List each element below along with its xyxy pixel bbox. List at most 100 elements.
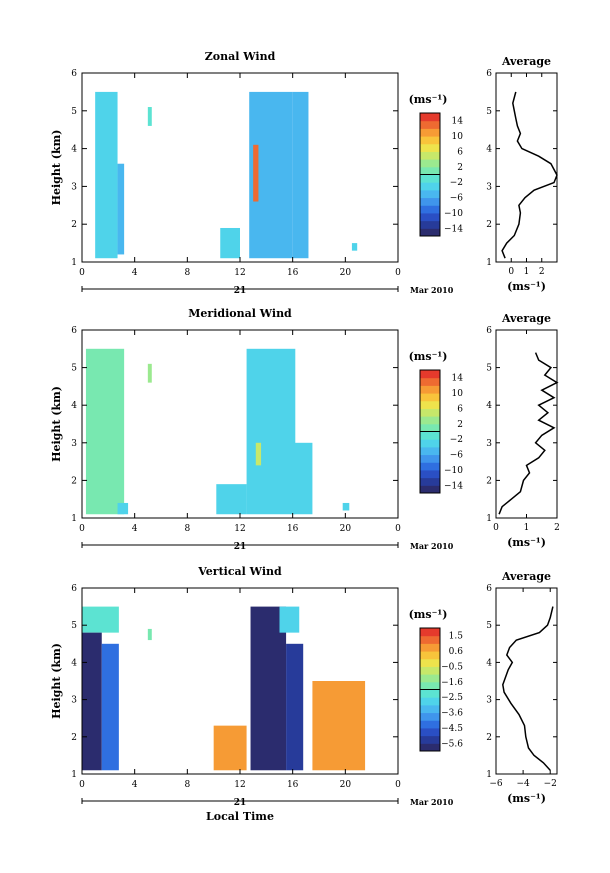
x-tick-label: 0: [79, 524, 85, 534]
colorbar-segment: [420, 628, 440, 637]
avg-x-tick-label: −6: [489, 779, 503, 789]
avg-y-tick-label: 6: [486, 326, 492, 336]
heatmap-cell: [216, 484, 247, 515]
y-tick-label: 4: [71, 145, 77, 155]
avg-y-tick-label: 6: [486, 584, 492, 594]
colorbar-tick-label: −0.5: [441, 662, 463, 672]
colorbar-tick-label: −6: [450, 194, 464, 204]
avg-y-tick-label: 1: [486, 514, 492, 524]
colorbar-segment: [420, 735, 440, 744]
avg-profile-line: [502, 606, 554, 771]
month-label: Mar 2010: [410, 285, 454, 295]
avg-frame: [495, 72, 558, 263]
heatmap-cell: [117, 502, 129, 515]
heatmap-cell: [95, 91, 118, 259]
colorbar-tick-label: 2: [457, 420, 463, 430]
avg-y-tick-label: 2: [486, 733, 492, 743]
colorbar-segment: [420, 220, 440, 229]
avg-y-tick-label: 4: [486, 145, 492, 155]
colorbar-tick-label: −1.6: [441, 678, 463, 688]
avg-x-label: (ms⁻¹): [507, 792, 546, 805]
colorbar-segment: [420, 393, 440, 402]
y-tick-label: 2: [71, 476, 77, 486]
x-tick-label: 8: [184, 268, 190, 278]
colorbar-segment: [420, 697, 440, 706]
x-tick-label: 8: [184, 780, 190, 790]
colorbar-tick-label: −10: [444, 466, 463, 476]
x-tick-label: 0: [79, 780, 85, 790]
x-tick-label: 20: [340, 780, 352, 790]
colorbar-segment: [420, 469, 440, 479]
colorbar-segment: [420, 720, 440, 729]
month-label: Mar 2010: [410, 541, 454, 551]
y-tick-label: 3: [71, 182, 77, 192]
colorbar-segment: [420, 113, 440, 122]
avg-title: Average: [501, 55, 551, 68]
colorbar-segment: [420, 205, 440, 214]
colorbar-unit: (ms⁻¹): [409, 608, 448, 621]
colorbar-segment: [420, 182, 440, 191]
y-tick-label: 4: [71, 658, 77, 668]
colorbar-segment: [420, 370, 440, 379]
heatmap-cell: [246, 348, 296, 515]
y-tick-label: 5: [71, 621, 77, 631]
y-tick-label: 1: [71, 770, 77, 780]
y-axis-label: Height (km): [50, 130, 63, 206]
heatmap-cell: [342, 502, 350, 511]
avg-profile-line: [498, 352, 559, 515]
heatmap-cell: [213, 725, 247, 771]
month-label: Mar 2010: [410, 797, 454, 807]
colorbar-tick-label: −5.6: [441, 739, 463, 749]
colorbar-tick-label: 6: [457, 147, 463, 157]
colorbar-segment: [420, 416, 440, 425]
colorbar-tick-label: 1.5: [449, 632, 464, 642]
colorbar-segment: [420, 212, 440, 222]
heatmap-cell: [147, 107, 152, 126]
x-tick-label: 16: [287, 524, 299, 534]
heatmap-cell: [101, 643, 119, 771]
colorbar-tick-label: −10: [444, 209, 463, 219]
avg-frame: [495, 587, 558, 775]
avg-y-tick-label: 1: [486, 770, 492, 780]
x-tick-label: 0: [395, 524, 401, 534]
colorbar-segment: [420, 643, 440, 652]
colorbar-tick-label: −4.5: [441, 724, 463, 734]
colorbar-segment: [420, 446, 440, 456]
x-tick-label: 20: [340, 524, 352, 534]
avg-x-tick-label: −4: [516, 779, 530, 789]
colorbar-tick-label: −6: [450, 451, 464, 461]
avg-y-tick-label: 4: [486, 401, 492, 411]
colorbar-tick-label: 6: [457, 404, 463, 414]
day-label: 21: [234, 542, 247, 552]
colorbar-segment: [420, 635, 440, 644]
panel-title: Zonal Wind: [205, 50, 276, 63]
colorbar-segment: [420, 462, 440, 471]
y-tick-label: 3: [71, 439, 77, 449]
x-tick-label: 4: [132, 780, 138, 790]
y-tick-label: 5: [71, 107, 77, 117]
colorbar-tick-label: −3.6: [441, 709, 463, 719]
avg-x-tick-label: 1: [524, 267, 530, 277]
heatmap-cell: [85, 348, 125, 515]
colorbar-segment: [420, 400, 440, 409]
avg-profile-line: [501, 91, 558, 259]
colorbar-segment: [420, 136, 440, 145]
heatmap-cell: [292, 91, 309, 259]
y-tick-label: 2: [71, 733, 77, 743]
colorbar-segment: [420, 674, 440, 683]
colorbar-tick-label: 0.6: [449, 647, 464, 657]
avg-y-tick-label: 3: [486, 439, 492, 449]
avg-x-tick-label: 0: [508, 267, 514, 277]
colorbar-segment: [420, 704, 440, 714]
x-tick-label: 16: [287, 268, 299, 278]
heatmap-cell: [82, 632, 102, 771]
heatmap-cell: [117, 163, 125, 255]
x-tick-label: 0: [395, 780, 401, 790]
colorbar-segment: [420, 143, 440, 152]
colorbar-unit: (ms⁻¹): [409, 350, 448, 363]
avg-y-tick-label: 2: [486, 220, 492, 230]
y-tick-label: 2: [71, 220, 77, 230]
x-tick-label: 12: [234, 780, 245, 790]
avg-x-tick-label: 2: [554, 523, 560, 533]
colorbar-segment: [420, 197, 440, 206]
